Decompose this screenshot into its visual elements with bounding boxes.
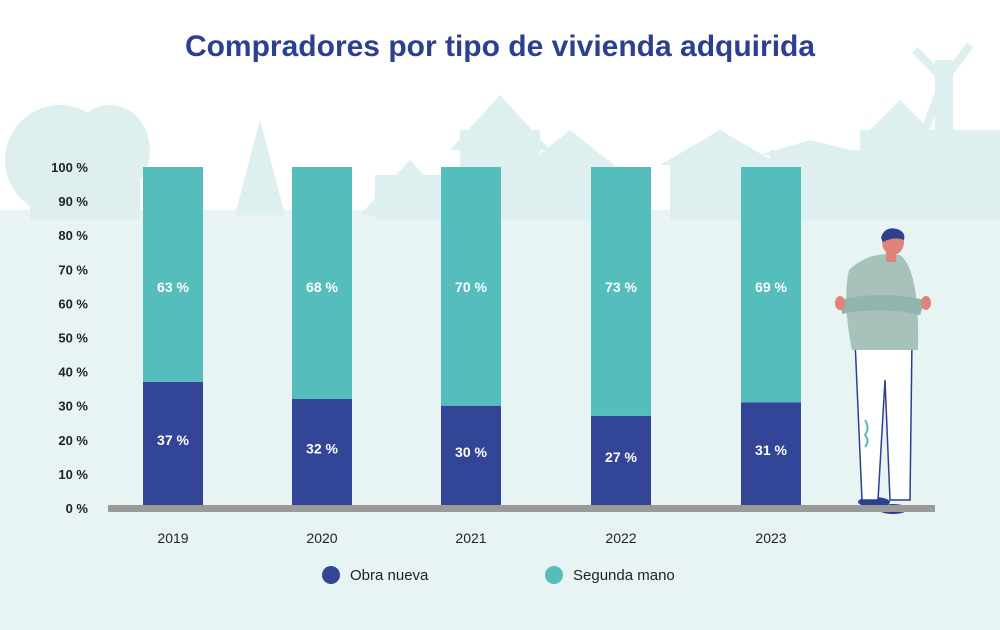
y-axis: 0 % 10 % 20 % 30 % 40 % 50 % 60 % 70 % 80 % 90 % 1… [51, 160, 88, 516]
bar-value-label: 73 % [605, 279, 637, 295]
bar-obra-nueva [591, 415, 651, 508]
x-tick-label: 2021 [455, 530, 486, 546]
y-tick-label: 0 % [66, 501, 89, 516]
legend-item-obra-nueva: Obra nueva [322, 566, 428, 584]
bar-value-label: 37 % [157, 432, 189, 448]
bar-value-label: 69 % [755, 279, 787, 295]
legend-item-segunda-mano: Segunda mano [545, 566, 675, 584]
y-tick-label: 70 % [58, 262, 88, 277]
chart-title: Compradores por tipo de vivienda adquiri… [184, 30, 816, 63]
legend-label-obra-nueva: Obra nueva [350, 566, 429, 584]
bar-segunda-mano [143, 167, 203, 382]
legend-label-segunda-mano: Segunda mano [573, 566, 675, 584]
bar-segunda-mano [741, 167, 801, 403]
windmill-sails [912, 42, 974, 132]
person-illustration [835, 228, 931, 514]
x-tick-label: 2023 [755, 530, 786, 546]
x-axis: 2019 2020 2021 2022 2023 [157, 530, 786, 546]
y-tick-label: 20 % [58, 433, 88, 448]
y-tick-label: 60 % [58, 296, 88, 311]
bar-segunda-mano [591, 167, 651, 416]
x-tick-label: 2022 [605, 530, 636, 546]
y-tick-label: 40 % [58, 365, 88, 380]
bar-value-label: 32 % [306, 440, 338, 456]
y-tick-label: 80 % [58, 228, 88, 243]
y-tick-label: 10 % [58, 467, 88, 482]
y-tick-label: 30 % [58, 399, 88, 414]
bar-obra-nueva [143, 381, 203, 508]
x-tick-label: 2020 [306, 530, 337, 546]
bar-value-label: 30 % [455, 444, 487, 460]
bar-obra-nueva [441, 405, 501, 508]
bar-value-label: 68 % [306, 279, 338, 295]
bar-obra-nueva [741, 402, 801, 508]
bar-value-label: 63 % [157, 279, 189, 295]
bar-obra-nueva [292, 398, 352, 508]
legend-swatch-segunda-mano [545, 566, 563, 584]
bar-value-label: 27 % [605, 449, 637, 465]
bars: 37 % 63 % 32 % 68 % 30 % 70 % 27 % 73 % 31 % 69 % [143, 167, 801, 508]
y-tick-label: 90 % [58, 194, 88, 209]
y-tick-label: 100 % [51, 160, 88, 175]
x-axis-baseline [108, 505, 935, 512]
bar-segunda-mano [292, 167, 352, 399]
legend-swatch-obra-nueva [322, 566, 340, 584]
bar-segunda-mano [441, 167, 501, 406]
x-tick-label: 2019 [157, 530, 188, 546]
bar-value-label: 31 % [755, 442, 787, 458]
y-tick-label: 50 % [58, 331, 88, 346]
bar-value-label: 70 % [455, 279, 487, 295]
